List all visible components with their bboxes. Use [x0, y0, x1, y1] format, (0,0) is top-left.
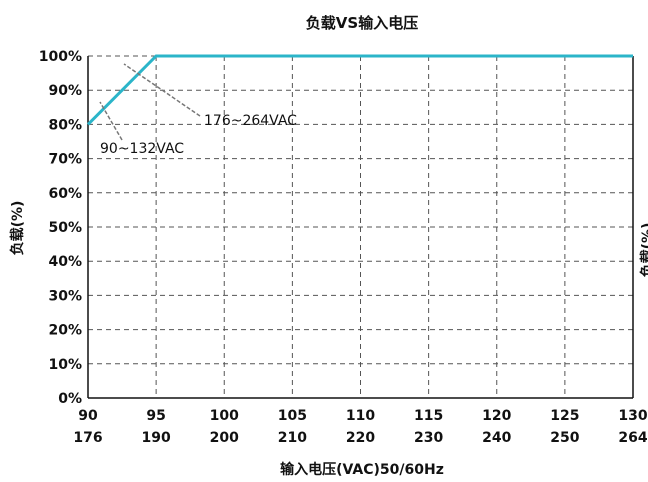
x-tick-label-row1: 100: [210, 408, 239, 424]
y-tick-label: 20%: [48, 323, 82, 339]
x-tick-label-row2: 240: [482, 430, 511, 446]
series-group: [86, 54, 633, 126]
x-tick-label-row1: 105: [278, 408, 307, 424]
x-tick-label-row1: 120: [482, 408, 511, 424]
x-tick-label-row1: 90: [78, 408, 98, 424]
y-tick-label: 100%: [39, 49, 82, 65]
x-tick-label-row1: 110: [346, 408, 375, 424]
y-tick-label: 10%: [48, 357, 82, 373]
y-tick-labels: 0% 10% 20% 30% 40% 50% 60% 70% 80% 90% 100%: [39, 49, 82, 407]
axes: [87, 56, 634, 399]
y-tick-label: 80%: [48, 117, 82, 133]
y-tick-label: 90%: [48, 83, 82, 99]
x-tick-label-row2: 210: [278, 430, 307, 446]
x-tick-label-row1: 95: [146, 408, 165, 424]
x-tick-label-row1: 115: [414, 408, 443, 424]
x-tick-label-row1: 125: [550, 408, 579, 424]
annotation-label-low-range: 90~132VAC: [100, 141, 184, 157]
right-y-axis-label-partial: 负载(%): [639, 223, 648, 278]
series-line: [86, 54, 633, 126]
x-tick-label-row2: 220: [346, 430, 375, 446]
x-tick-label-row2: 264: [618, 430, 647, 446]
x-tick-label-row1: 130: [618, 408, 647, 424]
y-tick-label: 40%: [48, 254, 82, 270]
y-tick-label: 50%: [48, 220, 82, 236]
y-tick-label: 70%: [48, 152, 82, 168]
x-tick-label-row2: 200: [210, 430, 239, 446]
x-axis-label: 输入电压(VAC)50/60Hz: [280, 461, 444, 478]
y-tick-label: 30%: [48, 288, 82, 304]
x-tick-label-row2: 250: [550, 430, 579, 446]
annotation-leader-high-range: [123, 63, 201, 117]
annotation-label-high-range: 176~264VAC: [204, 113, 297, 129]
x-tick-label-row2: 230: [414, 430, 443, 446]
y-tick-label: 0%: [58, 391, 82, 407]
y-axis-label: 负载(%): [9, 201, 26, 256]
chart-title: 负载VS输入电压: [306, 14, 418, 32]
annotations: 176~264VAC 90~132VAC: [99, 63, 297, 157]
grid-lines: [88, 55, 633, 398]
x-tick-label-row2: 176: [73, 430, 102, 446]
annotation-leader-low-range: [99, 101, 123, 141]
y-tick-label: 60%: [48, 186, 82, 202]
x-tick-label-row2: 190: [142, 430, 171, 446]
x-tick-labels: 90 176 95 190 100 200 105 210 110 220 115 230 120 240…: [73, 408, 647, 446]
